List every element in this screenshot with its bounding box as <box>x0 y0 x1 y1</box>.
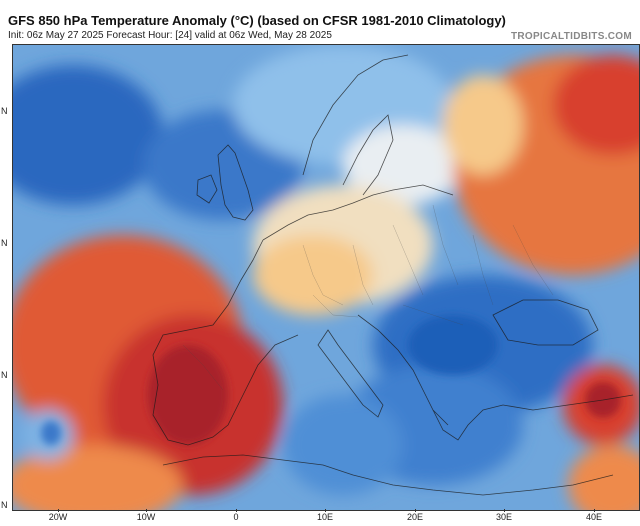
map-header: GFS 850 hPa Temperature Anomaly (°C) (ba… <box>0 0 640 44</box>
borders <box>182 204 554 391</box>
lat-label: N <box>1 106 8 116</box>
lon-label: 0 <box>233 512 239 522</box>
brand-watermark: TROPICALTIDBITS.COM <box>510 31 632 42</box>
lat-label: N <box>1 500 8 510</box>
lon-tick <box>58 509 59 512</box>
lat-label: N <box>1 370 8 380</box>
coastlines <box>152 54 634 496</box>
lon-label: 20E <box>406 512 424 522</box>
map-title: GFS 850 hPa Temperature Anomaly (°C) (ba… <box>8 13 506 28</box>
lon-label: 40E <box>585 512 603 522</box>
lon-tick <box>594 509 595 512</box>
lon-tick <box>325 509 326 512</box>
anomaly-map <box>12 44 640 511</box>
lon-tick <box>504 509 505 512</box>
lon-tick <box>236 509 237 512</box>
lon-label: 10W <box>136 512 156 522</box>
lon-label: 30E <box>495 512 513 522</box>
lon-tick <box>415 509 416 512</box>
anomaly-field <box>13 45 639 510</box>
lon-label: 10E <box>316 512 334 522</box>
lat-label: N <box>1 238 8 248</box>
lon-tick <box>146 509 147 512</box>
lon-label: 20W <box>48 512 68 522</box>
map-subtitle: Init: 06z May 27 2025 Forecast Hour: [24… <box>8 30 332 41</box>
anomaly-cores <box>41 315 621 445</box>
